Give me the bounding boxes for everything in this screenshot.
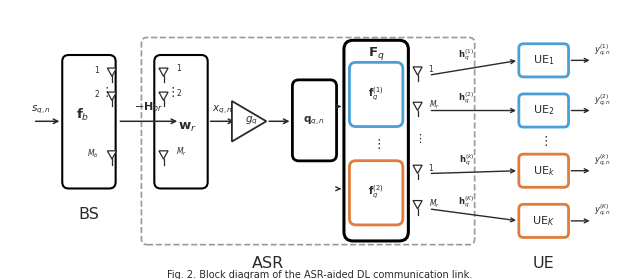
Text: UE$_1$: UE$_1$ [533, 54, 554, 67]
Text: $y_{q,n}^{(k)}$: $y_{q,n}^{(k)}$ [595, 152, 612, 168]
Text: $\mathbf{h}_q^{(1)}$: $\mathbf{h}_q^{(1)}$ [458, 48, 474, 63]
Text: $\vdots$: $\vdots$ [166, 85, 175, 98]
Text: 2: 2 [94, 90, 99, 99]
Text: $\vdots$: $\vdots$ [413, 132, 422, 145]
Text: $\mathbf{h}_q^{(K)}$: $\mathbf{h}_q^{(K)}$ [458, 195, 474, 210]
Polygon shape [108, 151, 116, 159]
Text: $\vdots$: $\vdots$ [100, 85, 109, 98]
Text: $g_q$: $g_q$ [244, 115, 257, 128]
Polygon shape [108, 92, 116, 100]
Text: UE$_k$: UE$_k$ [532, 164, 555, 178]
Polygon shape [159, 68, 168, 76]
Text: $M_r$: $M_r$ [177, 146, 188, 158]
FancyBboxPatch shape [519, 154, 568, 187]
FancyBboxPatch shape [519, 204, 568, 237]
Text: $-\mathbf{H}_{br}$: $-\mathbf{H}_{br}$ [134, 100, 163, 114]
Text: $M_r$: $M_r$ [429, 99, 440, 111]
Text: 1: 1 [429, 163, 433, 172]
FancyBboxPatch shape [344, 40, 408, 241]
Text: $M_b$: $M_b$ [87, 147, 99, 160]
Text: $\mathbf{w}_r$: $\mathbf{w}_r$ [178, 121, 196, 134]
Text: $\mathbf{h}_q^{(k)}$: $\mathbf{h}_q^{(k)}$ [459, 152, 474, 167]
Text: $s_{q,n}$: $s_{q,n}$ [31, 103, 51, 116]
Text: $\vdots$: $\vdots$ [540, 134, 548, 148]
Text: $\vdots$: $\vdots$ [372, 137, 381, 151]
Text: $y_{q,n}^{(2)}$: $y_{q,n}^{(2)}$ [595, 92, 612, 108]
Polygon shape [159, 92, 168, 100]
Text: $\mathbf{F}_q$: $\mathbf{F}_q$ [368, 45, 385, 62]
Polygon shape [159, 151, 168, 159]
Text: ASR: ASR [252, 256, 284, 271]
Text: 2: 2 [177, 88, 181, 98]
FancyBboxPatch shape [349, 161, 403, 225]
Text: $y_{q,n}^{(K)}$: $y_{q,n}^{(K)}$ [595, 203, 612, 218]
Text: BS: BS [79, 207, 99, 222]
Text: $\mathbf{f}_b$: $\mathbf{f}_b$ [76, 107, 89, 123]
Text: UE$_K$: UE$_K$ [532, 214, 555, 228]
Text: $x_{q,n}$: $x_{q,n}$ [212, 103, 233, 116]
FancyBboxPatch shape [519, 94, 568, 127]
Text: UE: UE [533, 256, 555, 271]
Text: $\mathbf{f}_q^{(1)}$: $\mathbf{f}_q^{(1)}$ [369, 86, 384, 103]
Text: Fig. 2. Block diagram of the ASR-aided DL communication link.: Fig. 2. Block diagram of the ASR-aided D… [168, 270, 472, 279]
FancyBboxPatch shape [519, 44, 568, 77]
Polygon shape [232, 101, 266, 141]
FancyBboxPatch shape [62, 55, 116, 189]
Text: $M_r$: $M_r$ [429, 197, 440, 210]
Text: 1: 1 [177, 64, 181, 73]
FancyBboxPatch shape [154, 55, 208, 189]
Text: 1: 1 [94, 66, 99, 75]
FancyBboxPatch shape [349, 62, 403, 127]
Polygon shape [413, 67, 422, 75]
Polygon shape [413, 165, 422, 174]
Text: $\mathbf{h}_q^{(2)}$: $\mathbf{h}_q^{(2)}$ [458, 90, 474, 106]
Text: $\mathbf{f}_q^{(2)}$: $\mathbf{f}_q^{(2)}$ [369, 184, 384, 201]
Text: UE$_2$: UE$_2$ [533, 104, 554, 117]
Polygon shape [413, 201, 422, 209]
Text: 1: 1 [429, 65, 433, 74]
FancyBboxPatch shape [292, 80, 337, 161]
Polygon shape [413, 102, 422, 110]
Text: $y_{q,n}^{(1)}$: $y_{q,n}^{(1)}$ [595, 42, 612, 57]
Text: $\mathbf{q}_{q,n}$: $\mathbf{q}_{q,n}$ [303, 114, 326, 127]
Polygon shape [108, 68, 116, 76]
